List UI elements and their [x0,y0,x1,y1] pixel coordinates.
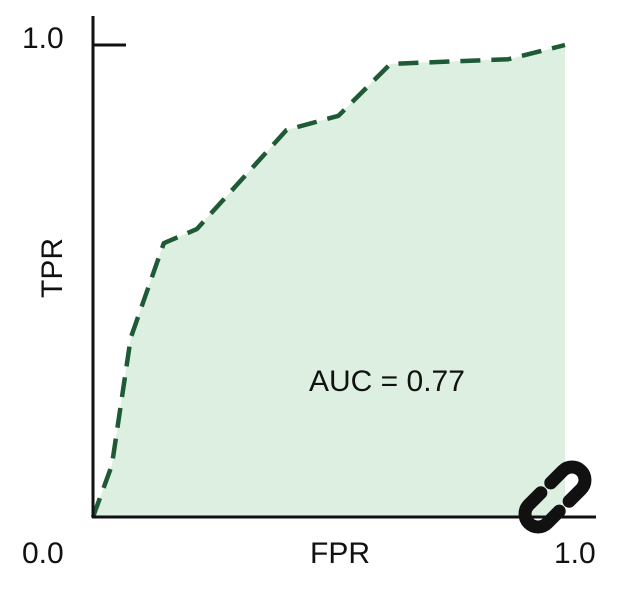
x-axis-label: FPR [310,537,370,570]
auc-annotation: AUC = 0.77 [309,365,465,398]
y-axis-label: TPR [36,238,69,298]
y-tick-label-top: 1.0 [22,22,64,55]
x-tick-label-start: 0.0 [22,537,64,570]
plot-area [90,42,566,518]
roc-curve-line [90,42,566,518]
roc-area-fill [93,45,565,517]
x-tick-label-end: 1.0 [554,537,596,570]
link-icon[interactable] [518,460,592,534]
